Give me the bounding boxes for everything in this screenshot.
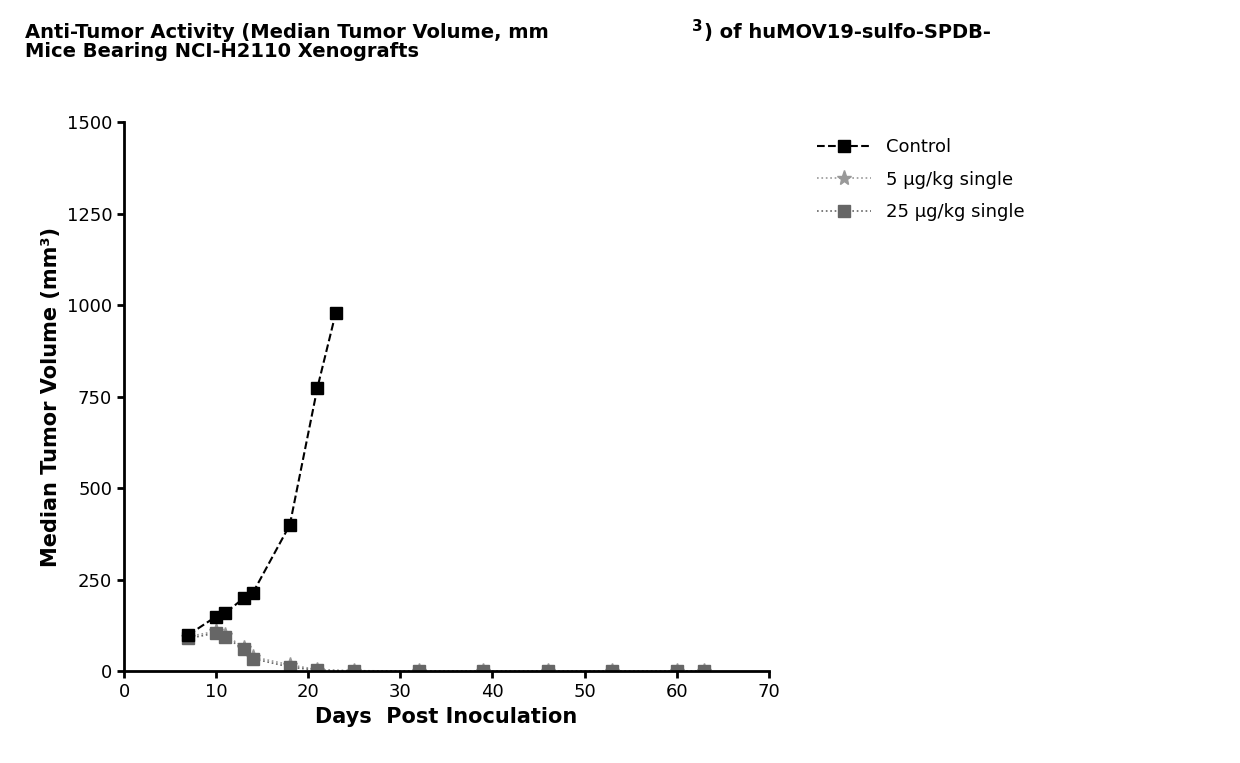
Text: 3: 3 xyxy=(692,19,703,34)
Text: Anti-Tumor Activity (Median Tumor Volume, mm: Anti-Tumor Activity (Median Tumor Volume… xyxy=(25,23,548,42)
5 μg/kg single xyxy=(697,667,712,676)
Text: ) of huMOV19-sulfo-SPDB-: ) of huMOV19-sulfo-SPDB- xyxy=(704,23,991,42)
5 μg/kg single xyxy=(412,667,427,676)
25 μg/kg single xyxy=(181,634,196,643)
Control xyxy=(181,630,196,639)
25 μg/kg single xyxy=(605,667,620,676)
Legend: Control, 5 μg/kg single, 25 μg/kg single: Control, 5 μg/kg single, 25 μg/kg single xyxy=(810,131,1032,228)
Control xyxy=(329,308,343,317)
25 μg/kg single xyxy=(237,645,252,654)
Control xyxy=(246,588,260,597)
5 μg/kg single xyxy=(476,667,491,676)
5 μg/kg single xyxy=(670,667,684,676)
Line: 5 μg/kg single: 5 μg/kg single xyxy=(181,623,712,679)
Line: 25 μg/kg single: 25 μg/kg single xyxy=(184,627,709,677)
5 μg/kg single xyxy=(218,630,233,639)
25 μg/kg single xyxy=(283,662,298,671)
5 μg/kg single xyxy=(605,667,620,676)
5 μg/kg single xyxy=(246,652,260,662)
5 μg/kg single xyxy=(283,660,298,669)
5 μg/kg single xyxy=(208,626,223,636)
25 μg/kg single xyxy=(697,667,712,676)
5 μg/kg single xyxy=(347,666,362,675)
Control xyxy=(237,594,252,603)
25 μg/kg single xyxy=(541,667,556,676)
5 μg/kg single xyxy=(181,632,196,641)
25 μg/kg single xyxy=(208,629,223,638)
25 μg/kg single xyxy=(246,654,260,663)
Control xyxy=(218,608,233,617)
Line: Control: Control xyxy=(184,307,341,640)
Control xyxy=(310,383,325,392)
25 μg/kg single xyxy=(670,667,684,676)
5 μg/kg single xyxy=(541,667,556,676)
25 μg/kg single xyxy=(412,667,427,676)
25 μg/kg single xyxy=(347,667,362,676)
X-axis label: Days  Post Inoculation: Days Post Inoculation xyxy=(315,707,578,727)
5 μg/kg single xyxy=(237,643,252,652)
25 μg/kg single xyxy=(476,667,491,676)
Control xyxy=(283,520,298,530)
25 μg/kg single xyxy=(218,632,233,641)
25 μg/kg single xyxy=(310,666,325,675)
Text: Mice Bearing NCI-H2110 Xenografts: Mice Bearing NCI-H2110 Xenografts xyxy=(25,42,419,61)
5 μg/kg single xyxy=(310,665,325,674)
Control xyxy=(208,612,223,621)
Y-axis label: Median Tumor Volume (mm³): Median Tumor Volume (mm³) xyxy=(41,227,61,567)
